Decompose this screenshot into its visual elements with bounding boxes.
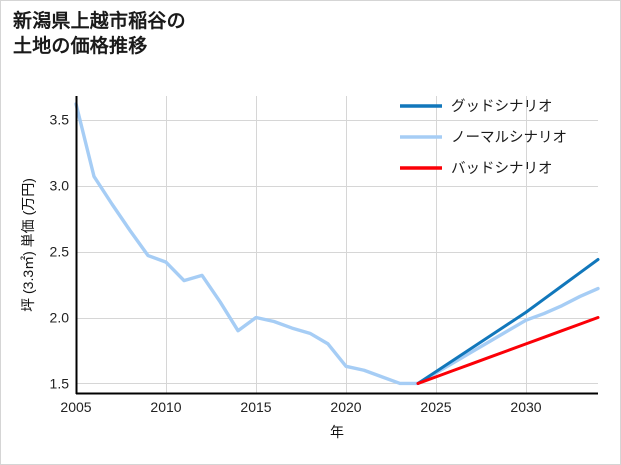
series-line-バッドシナリオ: [416, 316, 600, 385]
x-tick-label: 2025: [420, 399, 451, 415]
y-tick-label: 2.0: [50, 310, 70, 326]
y-tick-label: 1.5: [50, 375, 70, 391]
y-axis-title: 坪 (3.3㎡) 単価 (万円): [20, 178, 36, 312]
series-line-グッドシナリオ: [416, 258, 600, 385]
y-tick-label: 3.0: [50, 178, 70, 194]
legend-label: グッドシナリオ: [451, 98, 553, 115]
y-tick-label: 3.5: [50, 112, 70, 128]
series-line-ノーマルシナリオ: [74, 102, 600, 386]
axis-spines: [75, 96, 598, 395]
x-tick-label: 2020: [330, 399, 361, 415]
x-tick-label: 2010: [150, 399, 181, 415]
y-tick-label: 2.5: [50, 244, 70, 260]
gridlines: [76, 96, 598, 394]
y-tick-labels: 1.5 2.0 2.5 3.0 3.5: [50, 112, 70, 392]
x-tick-label: 2005: [60, 399, 91, 415]
page-title: 新潟県上越市稲谷の 土地の価格推移: [13, 11, 186, 58]
x-tick-label: 2015: [240, 399, 271, 415]
x-axis-title: 年: [330, 424, 344, 440]
x-tick-labels: 2005 2010 2015 2020 2025 2030: [60, 399, 541, 415]
legend-label: バッドシナリオ: [451, 161, 553, 177]
series-lines: [74, 102, 600, 386]
x-tick-label: 2030: [510, 399, 541, 415]
legend-label: ノーマルシナリオ: [451, 130, 567, 146]
